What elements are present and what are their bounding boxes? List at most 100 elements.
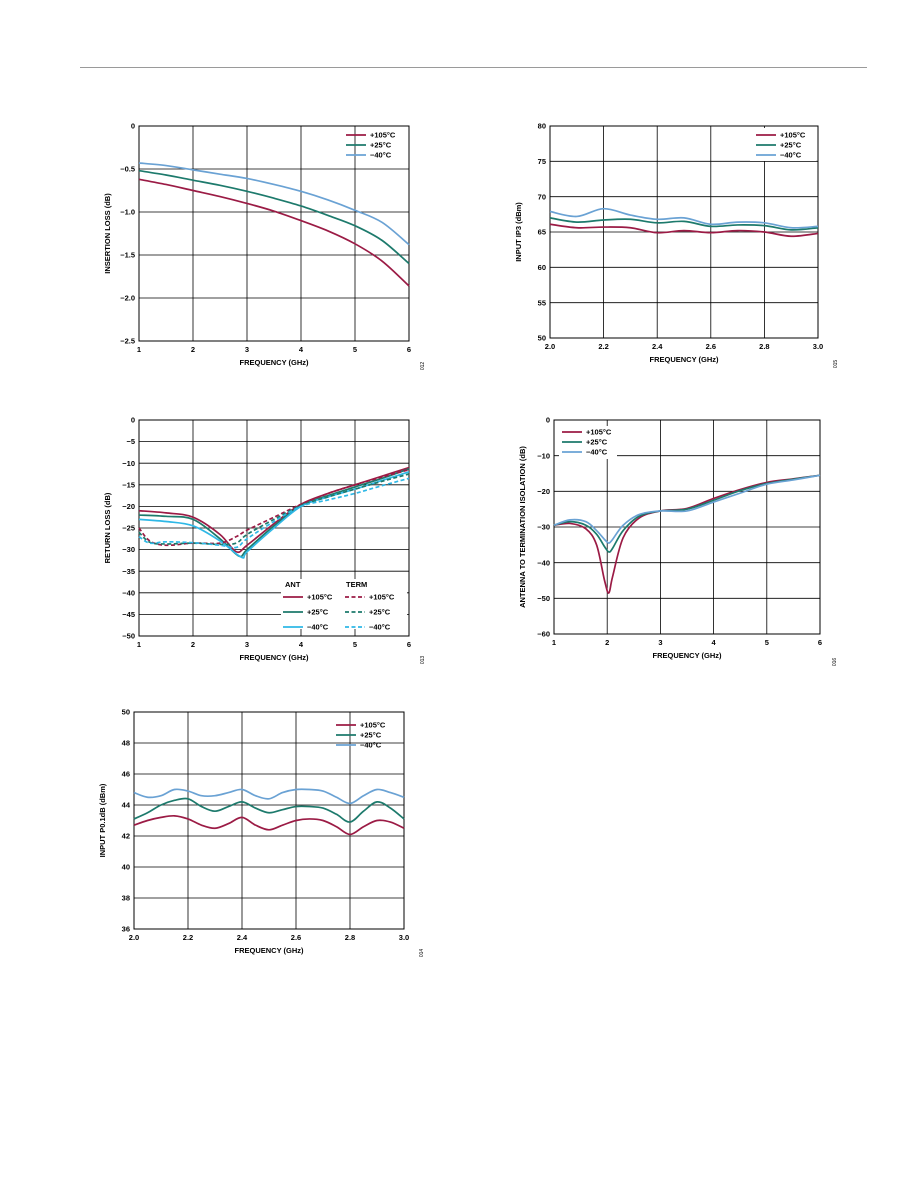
y-tick-label: 60	[538, 263, 546, 272]
y-tick-label: −10	[537, 451, 550, 460]
y-tick-label: 55	[538, 298, 546, 307]
x-axis-title: FREQUENCY (GHz)	[234, 946, 304, 955]
plot-frame	[133, 711, 405, 930]
y-axis-title: INPUT IP3 (dBm)	[514, 202, 523, 262]
legend-label: +25°C	[780, 141, 802, 150]
legend-background	[281, 579, 407, 629]
y-tick-label: 0	[546, 416, 550, 425]
y-tick-label: −35	[122, 567, 135, 576]
plot-frame	[138, 125, 410, 342]
series-line	[138, 162, 410, 246]
figure-id-label: 016	[832, 658, 838, 667]
legend-label: +25°C	[360, 731, 382, 740]
y-tick-label: −45	[122, 610, 135, 619]
y-tick-label: −50	[122, 632, 135, 641]
figure-id-label: 012	[420, 362, 426, 371]
x-tick-label: 2	[605, 638, 609, 647]
y-tick-label: 0	[131, 122, 135, 131]
x-tick-label: 1	[552, 638, 556, 647]
figure-id-label: 014	[419, 949, 425, 958]
legend-label: −40°C	[370, 151, 392, 160]
x-tick-label: 6	[407, 640, 411, 649]
plot-frame	[553, 419, 821, 635]
series-line	[138, 178, 410, 287]
y-tick-label: −2.5	[120, 337, 135, 346]
legend-label-ant: +105°C	[307, 593, 333, 602]
y-tick-label: −20	[122, 502, 135, 511]
x-tick-label: 3	[245, 345, 249, 354]
legend-label-ant: −40°C	[307, 623, 329, 632]
x-axis-title: FREQUENCY (GHz)	[652, 651, 722, 660]
series-line	[133, 788, 405, 805]
series-line	[133, 797, 405, 823]
y-tick-label: −10	[122, 459, 135, 468]
y-axis-title: INSERTION LOSS (dB)	[103, 193, 112, 274]
y-tick-label: −15	[122, 480, 135, 489]
x-tick-label: 6	[407, 345, 411, 354]
x-axis-title: FREQUENCY (GHz)	[649, 355, 719, 364]
y-tick-label: 44	[122, 801, 131, 810]
x-tick-label: 1	[137, 345, 141, 354]
legend-header-ant: ANT	[285, 580, 301, 589]
x-tick-label: 1	[137, 640, 141, 649]
y-tick-label: 48	[122, 739, 130, 748]
x-tick-label: 2.8	[759, 342, 769, 351]
x-tick-label: 2	[191, 345, 195, 354]
y-tick-label: 36	[122, 925, 130, 934]
figure-id-label: 013	[420, 656, 426, 665]
y-tick-label: 0	[131, 416, 135, 425]
series-line	[133, 814, 405, 836]
y-tick-label: −30	[122, 545, 135, 554]
legend-label: +105°C	[586, 428, 612, 437]
legend-label: +105°C	[360, 721, 386, 730]
figure-id-label: 015	[833, 360, 839, 369]
legend-label-ant: +25°C	[307, 608, 329, 617]
y-tick-label: −50	[537, 594, 550, 603]
y-tick-label: −30	[537, 523, 550, 532]
legend-label: +105°C	[370, 131, 396, 140]
insertion-loss-chart: 1 2 3 4 5 6 0 −0.5 −1.0 −1.5 −2.0 −2.5 FREQUENCY (GH…	[103, 122, 426, 371]
series-line	[138, 169, 410, 265]
series-line	[549, 207, 819, 229]
y-tick-label: 50	[122, 708, 130, 717]
y-tick-label: 42	[122, 832, 130, 841]
return-loss-chart: 1 2 3 4 5 6 0 −5 −10 −15 −20 −25 −30 −35 −40 −45 −50 FREQ…	[103, 416, 426, 665]
x-axis-title: FREQUENCY (GHz)	[239, 653, 309, 662]
y-tick-label: −40	[537, 558, 550, 567]
y-tick-label: −25	[122, 524, 135, 533]
legend-label-term: +25°C	[369, 608, 391, 617]
x-tick-label: 2.8	[345, 933, 355, 942]
y-tick-label: −1.0	[120, 208, 135, 217]
plot-frame	[549, 125, 819, 339]
series-line	[549, 217, 819, 231]
series-line	[553, 474, 821, 544]
x-tick-label: 5	[353, 345, 357, 354]
x-axis-title: FREQUENCY (GHz)	[239, 358, 309, 367]
y-tick-label: −2.0	[120, 294, 135, 303]
y-tick-label: 50	[538, 334, 546, 343]
legend-label: −40°C	[360, 741, 382, 750]
y-axis-title: INPUT P0.1dB (dBm)	[98, 783, 107, 857]
y-tick-label: 40	[122, 863, 130, 872]
legend-label: +25°C	[586, 438, 608, 447]
input-p0-1db-chart: 2.0 2.2 2.4 2.6 2.8 3.0 50 48 46 44 42 40 38 36 FREQUE…	[98, 708, 425, 958]
y-axis-title: RETURN LOSS (dB)	[103, 492, 112, 563]
y-tick-label: 70	[538, 192, 546, 201]
x-tick-label: 5	[765, 638, 769, 647]
y-tick-label: −1.5	[120, 251, 135, 260]
x-tick-label: 3.0	[399, 933, 409, 942]
y-tick-label: −40	[122, 588, 135, 597]
x-tick-label: 3.0	[813, 342, 823, 351]
x-tick-label: 2.4	[237, 933, 248, 942]
series-line	[138, 468, 410, 547]
series-line	[553, 474, 821, 553]
header-rule	[80, 67, 867, 68]
x-tick-label: 2.2	[183, 933, 193, 942]
x-tick-label: 5	[353, 640, 357, 649]
x-tick-label: 4	[299, 640, 304, 649]
y-tick-label: 75	[538, 157, 546, 166]
series-line	[138, 468, 410, 558]
legend-label: −40°C	[780, 151, 802, 160]
x-tick-label: 3	[658, 638, 662, 647]
